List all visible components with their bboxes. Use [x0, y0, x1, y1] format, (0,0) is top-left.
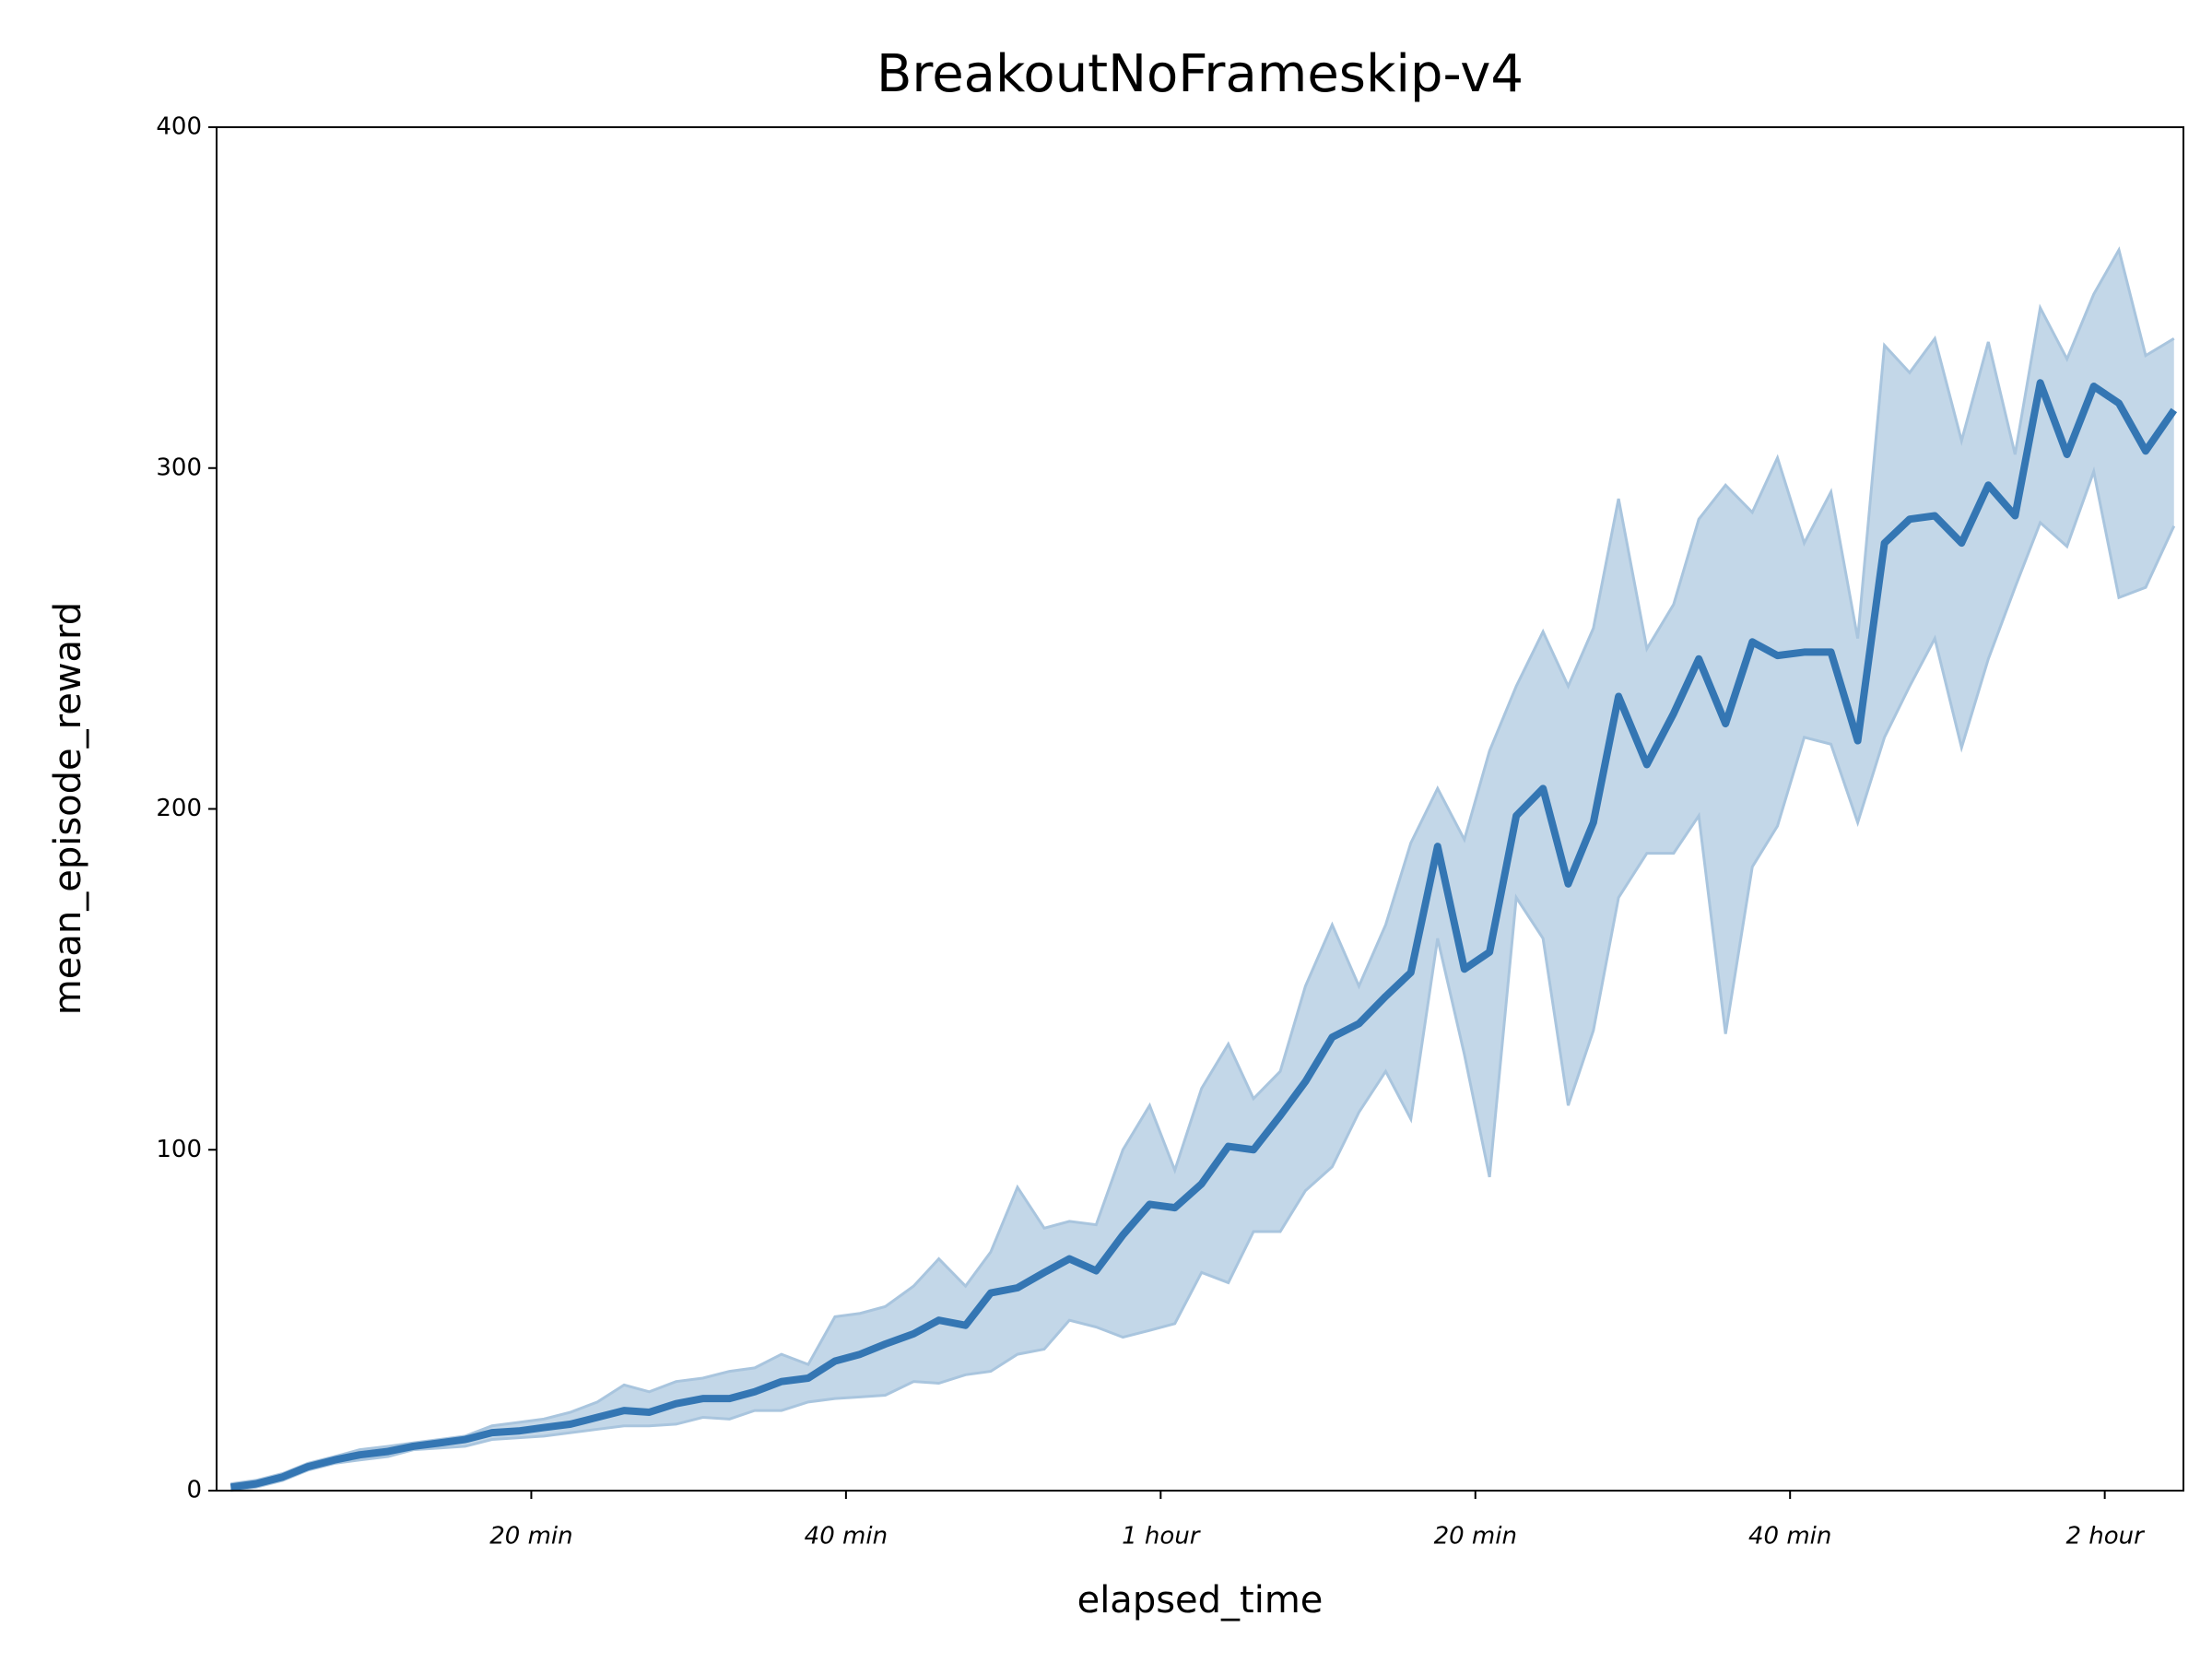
x-tick-label: 40 min — [1748, 1523, 1831, 1551]
y-tick-label: 300 — [156, 454, 202, 481]
x-axis-label: elapsed_time — [1077, 1579, 1324, 1622]
band-edge — [230, 246, 2175, 1486]
confidence-band — [230, 250, 2174, 1491]
mean-line — [229, 379, 2178, 1492]
x-tick-label: 20 min — [1434, 1523, 1517, 1551]
chart-title: BreakoutNoFrameskip-v4 — [877, 44, 1524, 104]
x-tick-label: 20 min — [489, 1523, 572, 1551]
y-tick-label: 400 — [156, 113, 202, 141]
band-edge — [230, 466, 2176, 1492]
x-tick-label: 2 hour — [2065, 1523, 2146, 1551]
plot-area: 0 100 200 300 400 20 min 40 min 1 hour 20 min 40 … — [156, 113, 2184, 1551]
y-axis-label: mean_episode_reward — [47, 602, 89, 1015]
x-tick-label: 40 min — [805, 1523, 888, 1551]
y-tick-label: 0 — [186, 1477, 202, 1504]
y-tick-label: 100 — [156, 1136, 202, 1163]
x-tick-label: 1 hour — [1122, 1523, 1202, 1551]
y-tick-label: 200 — [156, 795, 202, 822]
